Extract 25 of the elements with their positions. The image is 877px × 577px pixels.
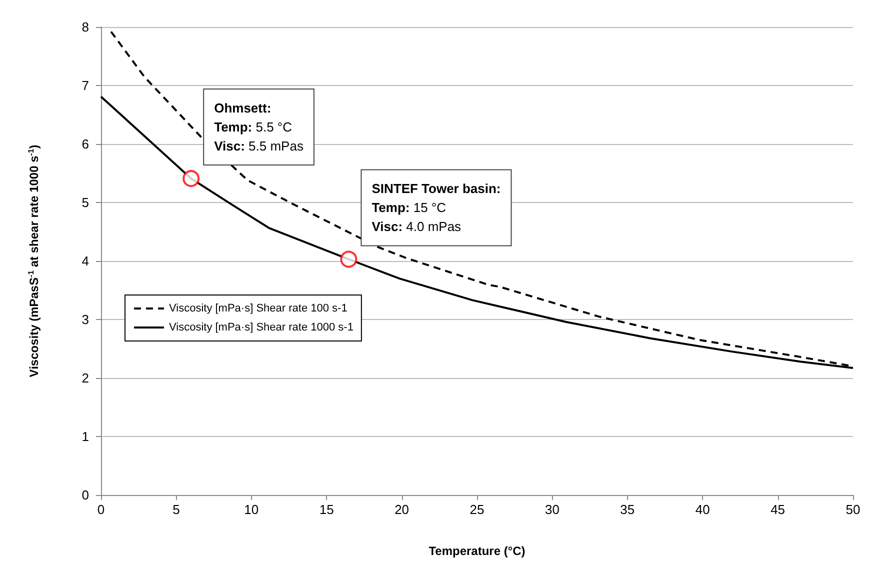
x-tick-label: 25: [470, 502, 484, 517]
legend-label: Viscosity [mPa·s] Shear rate 1000 s-1: [169, 322, 354, 334]
y-tick-label: 4: [82, 254, 89, 268]
y-tick-label: 1: [82, 429, 89, 444]
x-tick-label: 15: [319, 502, 334, 517]
y-tick-label: 7: [82, 78, 89, 93]
x-tick-label: 20: [394, 502, 410, 517]
x-tick-label: 40: [695, 502, 710, 517]
y-tick-label: 2: [82, 370, 89, 386]
x-tick-label: 5: [172, 502, 180, 517]
x-tick-label: 10: [244, 502, 259, 517]
y-tick-label: 5: [82, 195, 89, 210]
y-tick-label: 0: [82, 488, 89, 502]
x-tick-label: 35: [620, 502, 635, 517]
legend-label: Viscosity [mPa·s] Shear rate 100 s-1: [169, 302, 348, 314]
x-tick-label: 30: [544, 502, 560, 517]
x-tick-label: 0: [97, 502, 105, 517]
x-axis-title: Temperature (°C): [428, 544, 526, 558]
y-tick-label: 6: [82, 136, 89, 152]
annotation: Ohmsett: Temp: 5.5 °C Visc: 5.5 mPas: [214, 100, 304, 154]
annotation: SINTEF Tower basin: Temp: 15 °C Visc: 4.0 mPas: [372, 181, 501, 234]
y-tick-label: 8: [82, 20, 89, 34]
y-tick-label: 3: [82, 312, 89, 327]
x-tick-label: 45: [770, 502, 786, 517]
x-tick-label: 50: [846, 502, 860, 517]
